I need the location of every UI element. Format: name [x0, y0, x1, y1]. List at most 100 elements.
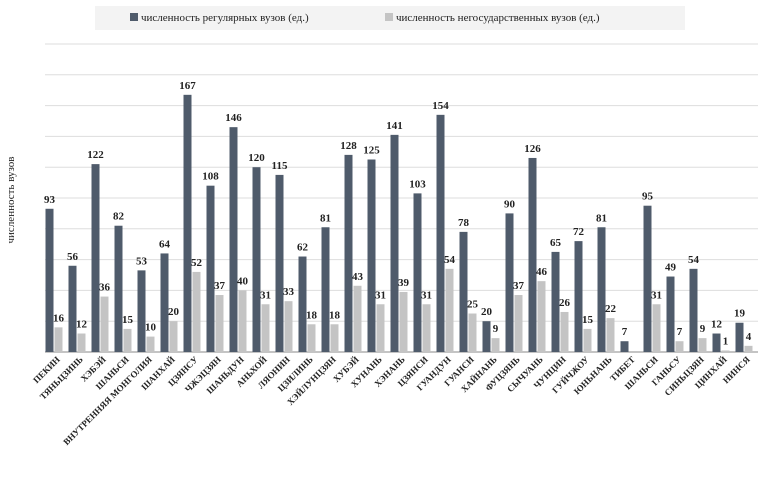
data-label: 25: [467, 299, 479, 311]
bar: [620, 341, 629, 352]
data-label: 39: [398, 277, 410, 289]
data-label: 54: [688, 254, 700, 266]
bar: [643, 205, 652, 352]
data-label: 1: [723, 335, 729, 347]
bar: [597, 227, 606, 352]
data-label: 9: [493, 323, 499, 335]
bar: [689, 268, 698, 352]
data-label: 20: [168, 306, 180, 318]
bar: [344, 154, 353, 352]
data-label: 56: [67, 251, 79, 263]
bar: [123, 328, 132, 352]
legend-label: численность регулярных вузов (ед.): [141, 12, 309, 24]
bar: [206, 185, 215, 352]
data-label: 93: [44, 194, 56, 206]
bar: [491, 338, 500, 352]
data-label: 125: [363, 145, 380, 157]
data-label: 31: [260, 289, 271, 301]
legend-swatch: [385, 13, 393, 21]
data-label: 31: [651, 289, 662, 301]
data-label: 36: [99, 282, 111, 294]
bar: [413, 193, 422, 352]
y-axis-label: численность вузов: [5, 157, 17, 244]
data-label: 108: [202, 171, 219, 183]
bar: [528, 157, 537, 352]
bar: [712, 333, 721, 352]
bar: [551, 251, 560, 352]
data-label: 20: [481, 306, 493, 318]
bar: [574, 241, 583, 352]
bar: [68, 265, 77, 352]
bar: [146, 336, 155, 352]
bar: [721, 350, 730, 352]
data-label: 19: [734, 308, 746, 320]
data-label: 141: [386, 120, 403, 132]
data-label: 7: [622, 326, 628, 338]
bar: [298, 256, 307, 352]
bar: [560, 311, 569, 352]
data-label: 49: [665, 262, 677, 274]
bar: [698, 338, 707, 352]
bar: [169, 321, 178, 352]
data-label: 31: [421, 289, 432, 301]
bar: [284, 301, 293, 352]
bar: [744, 345, 753, 352]
bar: [137, 270, 146, 352]
bar: [353, 285, 362, 352]
data-label: 90: [504, 198, 516, 210]
bar: [100, 296, 109, 352]
data-label: 18: [306, 309, 318, 321]
bar: [445, 268, 454, 352]
bar: [261, 304, 270, 352]
data-label: 26: [559, 297, 571, 309]
bar: [666, 276, 675, 352]
data-label: 95: [642, 191, 654, 203]
bar: [45, 208, 54, 352]
data-label: 154: [432, 100, 449, 112]
bar: [537, 281, 546, 352]
data-label: 52: [191, 257, 203, 269]
data-label: 64: [159, 238, 171, 250]
data-label: 12: [711, 319, 723, 331]
bar: [91, 164, 100, 352]
bar: [376, 304, 385, 352]
data-label: 12: [76, 319, 88, 331]
bar: [252, 167, 261, 352]
data-label: 65: [550, 237, 562, 249]
data-label: 115: [272, 160, 288, 172]
data-label: 72: [573, 226, 585, 238]
bar: [505, 213, 514, 352]
bar: [675, 341, 684, 352]
data-label: 46: [536, 266, 548, 278]
bar: [422, 304, 431, 352]
data-label: 126: [524, 143, 541, 155]
data-label: 18: [329, 309, 341, 321]
bar: [192, 271, 201, 352]
bar: [482, 321, 491, 352]
bar: [583, 328, 592, 352]
legend-label: численность негосударственных вузов (ед.…: [396, 12, 600, 24]
data-label: 37: [513, 280, 525, 292]
data-label: 53: [136, 255, 148, 267]
data-label: 15: [582, 314, 594, 326]
data-label: 10: [145, 322, 157, 334]
data-label: 9: [700, 323, 706, 335]
bar: [390, 134, 399, 352]
bar: [54, 327, 63, 352]
bar: [215, 295, 224, 352]
data-label: 103: [409, 178, 426, 190]
data-label: 62: [297, 242, 309, 254]
data-label: 167: [179, 80, 196, 92]
bar: [330, 324, 339, 352]
data-label: 15: [122, 314, 134, 326]
data-label: 78: [458, 217, 470, 229]
bar: [514, 295, 523, 352]
data-label: 146: [225, 112, 242, 124]
data-label: 82: [113, 211, 125, 223]
bar: [606, 318, 615, 352]
bar: [160, 253, 169, 352]
data-label: 31: [375, 289, 386, 301]
bar: [399, 291, 408, 352]
bar: [367, 159, 376, 352]
